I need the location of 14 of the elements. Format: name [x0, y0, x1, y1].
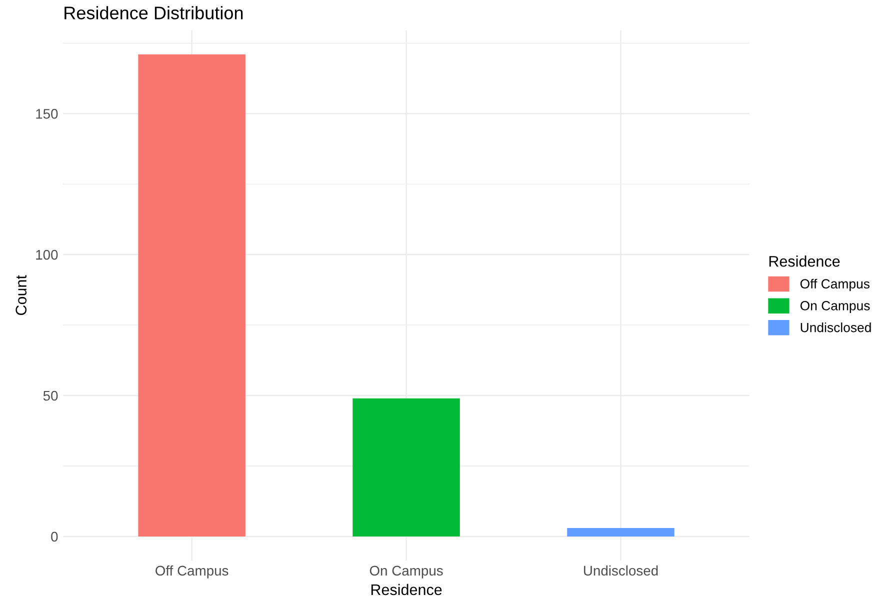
legend-title: Residence	[769, 256, 840, 267]
legend-label: On Campus	[800, 301, 870, 313]
y-axis-title: Count	[16, 275, 27, 316]
x-tick-label: Undisclosed	[584, 565, 658, 576]
x-tick-label: On Campus	[370, 566, 443, 578]
y-tick-label: 50	[43, 390, 58, 401]
x-axis-title: Residence	[371, 584, 442, 596]
legend-label: Undisclosed	[800, 322, 871, 332]
legend-label: Off Campus	[800, 278, 870, 292]
x-tick-label: Off Campus	[156, 565, 228, 578]
chart-title: Residence Distribution	[64, 6, 243, 20]
y-tick-label: 100	[36, 250, 58, 260]
y-tick-label: 0	[51, 532, 58, 542]
y-tick-label: 150	[36, 108, 58, 119]
